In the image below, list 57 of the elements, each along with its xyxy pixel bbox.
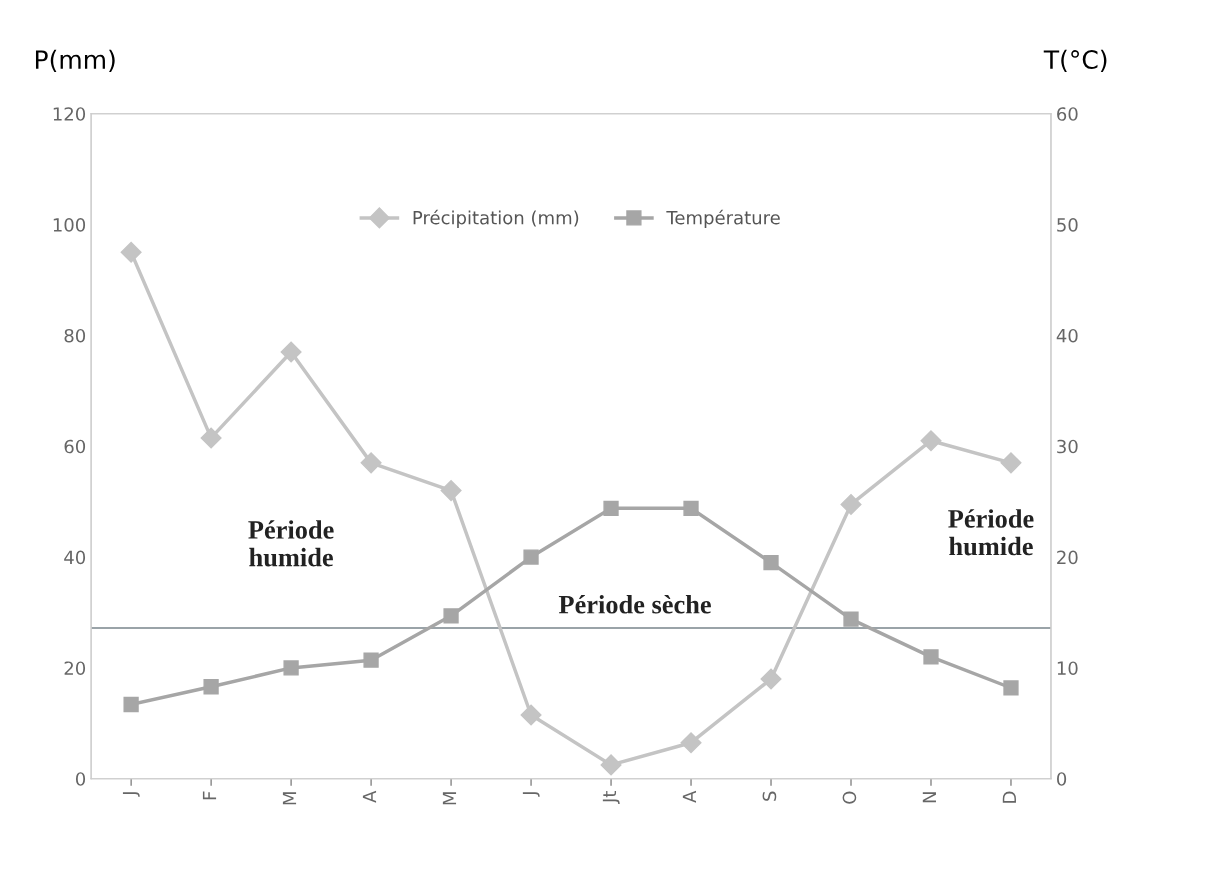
x-tick-label: M xyxy=(282,792,297,805)
x-tick-label: Jt xyxy=(602,790,620,804)
point xyxy=(443,608,459,624)
y2-tick-label: 10 xyxy=(1057,661,1078,676)
y-tick-label: 0 xyxy=(75,772,86,786)
y2-axis-title: T(°C) xyxy=(1043,49,1107,72)
x-tick-label: A xyxy=(362,790,377,803)
y2-tick-label: 50 xyxy=(1057,218,1078,232)
point xyxy=(763,554,779,571)
y2-tick-label: 30 xyxy=(1057,439,1078,454)
point xyxy=(200,427,222,449)
point xyxy=(523,549,539,565)
y-tick-label: 100 xyxy=(53,218,86,232)
y2-tick-label: 40 xyxy=(1056,328,1078,343)
point xyxy=(1003,680,1019,696)
x-tick-label: D xyxy=(1002,791,1016,803)
x-tick-label: F xyxy=(202,791,217,800)
point xyxy=(680,732,702,754)
x-tick-label: S xyxy=(762,791,777,801)
point xyxy=(1000,452,1022,474)
y-tick-label: 40 xyxy=(64,550,86,565)
point xyxy=(283,660,299,676)
y-tick-label: 120 xyxy=(53,107,86,121)
x-tick-label: J xyxy=(522,792,540,797)
point xyxy=(923,649,939,665)
annotation: Période sèche xyxy=(558,594,711,614)
x-tick-label: O xyxy=(842,791,857,804)
y-tick-label: 60 xyxy=(64,439,86,454)
point xyxy=(920,430,942,452)
point xyxy=(120,241,142,263)
point xyxy=(203,679,219,695)
point xyxy=(840,493,862,515)
point xyxy=(600,754,622,776)
y-tick-label: 20 xyxy=(64,661,86,676)
point xyxy=(760,668,782,690)
x-tick-label: N xyxy=(922,792,936,803)
y2-tick-label: 0 xyxy=(1057,772,1067,786)
legend-label: Précipitation (mm) xyxy=(413,209,579,228)
y2-tick-label: 20 xyxy=(1057,550,1078,565)
point xyxy=(843,611,859,627)
annotation: Période humide xyxy=(248,520,334,567)
point xyxy=(440,480,462,502)
y-axis-title: P(mm) xyxy=(35,49,115,72)
y2-tick-label: 60 xyxy=(1057,107,1078,121)
y-tick-label: 80 xyxy=(64,328,86,343)
point xyxy=(363,652,379,668)
legend-label: Température xyxy=(666,209,780,228)
point xyxy=(603,500,619,516)
x-tick-label: M xyxy=(442,792,457,805)
point xyxy=(360,452,382,474)
annotation: Période humide xyxy=(948,509,1034,556)
point xyxy=(123,696,139,713)
x-tick-label: A xyxy=(682,790,697,803)
point xyxy=(683,500,699,516)
x-tick-label: J xyxy=(122,792,140,797)
point xyxy=(520,704,542,726)
point xyxy=(280,341,302,363)
